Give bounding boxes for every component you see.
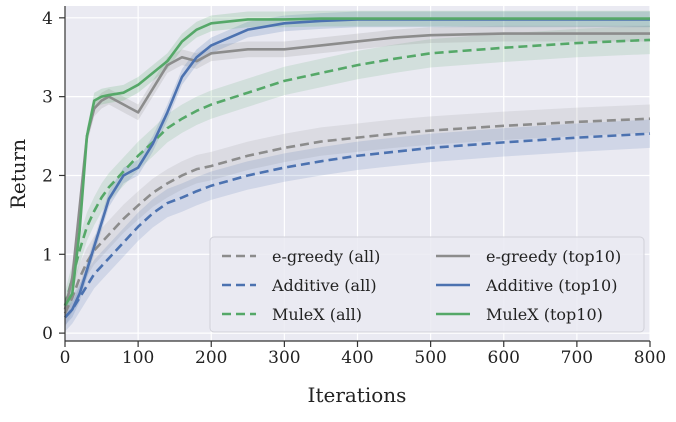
series-mulex-top10	[63, 17, 650, 307]
x-tick-label: 300	[268, 348, 300, 368]
band-mulex-all	[65, 25, 650, 320]
legend-label-mulex-top10: MuleX (top10)	[486, 305, 603, 324]
legend-label-additive-all: Additive (all)	[271, 276, 377, 295]
series-additive-all	[64, 132, 651, 319]
confidence-bands	[65, 10, 650, 332]
y-axis-title: Return	[6, 139, 30, 209]
series-e-greedy-all	[63, 117, 651, 314]
legend-frame	[209, 236, 645, 333]
x-tick-label: 500	[414, 348, 446, 368]
x-tick-label: 600	[488, 348, 520, 368]
y-tick-label: 1	[42, 245, 53, 265]
y-tick-label: 3	[42, 88, 53, 108]
legend-label-e-greedy-top10: e-greedy (top10)	[486, 247, 621, 266]
x-tick-label: 100	[122, 348, 154, 368]
x-tick-label: 400	[341, 348, 373, 368]
legend-label-e-greedy-all: e-greedy (all)	[272, 247, 380, 266]
band-e-greedy-all	[65, 104, 650, 328]
axis-ticks: 0 100 200 300 400 500 600 700 800 0 1 2 3 4	[42, 6, 666, 368]
legend: e-greedy (all) Additive (all) MuleX (all) e…	[209, 236, 645, 333]
y-tick-label: 4	[42, 9, 53, 29]
legend-label-mulex-all: MuleX (all)	[272, 305, 362, 324]
x-tick-label: 200	[195, 348, 227, 368]
x-axis-title: Iterations	[308, 383, 407, 407]
x-tick-label: 0	[60, 348, 71, 368]
y-tick-label: 0	[42, 324, 53, 344]
series-mulex-all	[63, 38, 651, 306]
x-tick-label: 700	[561, 348, 593, 368]
band-additive-all	[65, 119, 650, 332]
y-tick-label: 2	[42, 166, 53, 186]
legend-label-additive-top10: Additive (top10)	[485, 276, 617, 295]
series-lines	[63, 17, 651, 319]
x-tick-label: 800	[634, 348, 666, 368]
